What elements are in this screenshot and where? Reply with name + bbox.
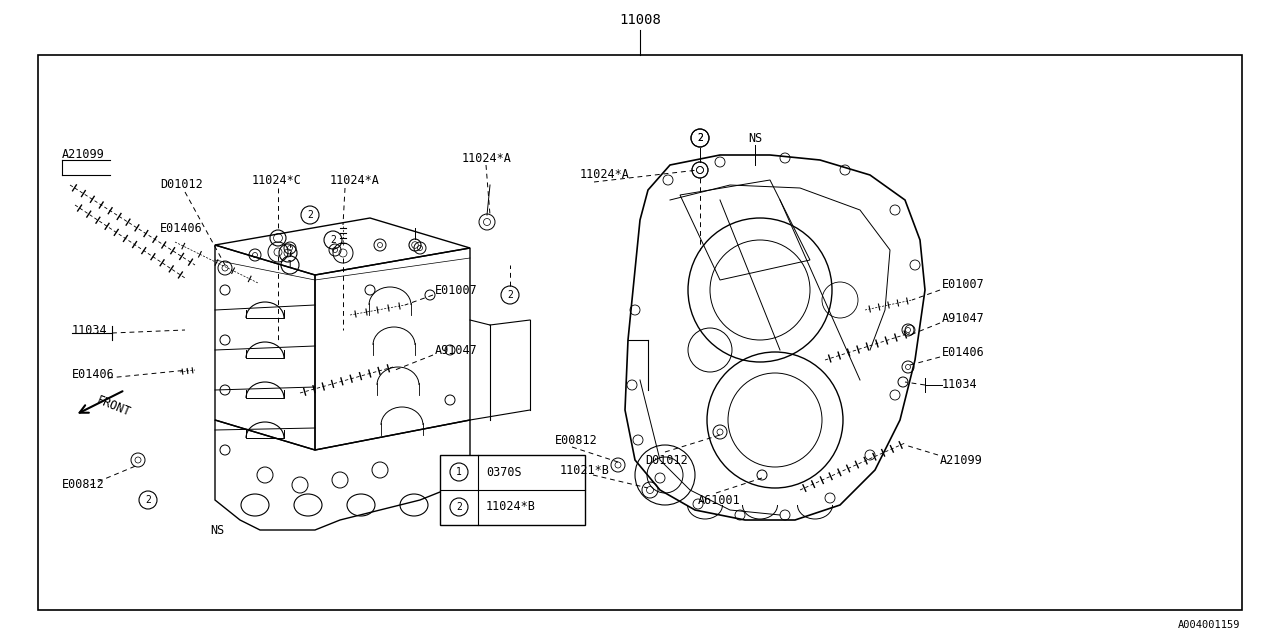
Text: 2: 2 bbox=[330, 235, 335, 245]
Text: A91047: A91047 bbox=[435, 344, 477, 356]
Text: 2: 2 bbox=[507, 290, 513, 300]
Text: E01007: E01007 bbox=[942, 278, 984, 291]
Text: 2: 2 bbox=[456, 502, 462, 512]
Text: 11024*B: 11024*B bbox=[486, 500, 536, 513]
Text: 1: 1 bbox=[287, 260, 293, 270]
Text: FRONT: FRONT bbox=[95, 394, 132, 419]
Text: E01406: E01406 bbox=[72, 369, 115, 381]
Text: 1: 1 bbox=[456, 467, 462, 477]
Text: 11024*A: 11024*A bbox=[580, 168, 630, 182]
Text: 11034: 11034 bbox=[942, 378, 978, 392]
Text: D01012: D01012 bbox=[160, 179, 202, 191]
Text: 11024*A: 11024*A bbox=[462, 152, 512, 164]
Text: NS: NS bbox=[748, 131, 763, 145]
Text: 2: 2 bbox=[698, 133, 703, 143]
Text: E01007: E01007 bbox=[435, 284, 477, 296]
Text: 2: 2 bbox=[307, 210, 312, 220]
Text: 11034: 11034 bbox=[72, 323, 108, 337]
Bar bbox=[440, 455, 585, 525]
Text: E01406: E01406 bbox=[160, 221, 202, 234]
Text: 11024*A: 11024*A bbox=[330, 173, 380, 186]
Text: NS: NS bbox=[210, 524, 224, 536]
Text: 0370S: 0370S bbox=[486, 465, 522, 479]
Text: 2: 2 bbox=[145, 495, 151, 505]
Text: 11021*B: 11021*B bbox=[561, 463, 609, 477]
Text: D01012: D01012 bbox=[645, 454, 687, 467]
Text: 2: 2 bbox=[698, 133, 703, 143]
Text: E00812: E00812 bbox=[61, 479, 105, 492]
Text: A21099: A21099 bbox=[940, 454, 983, 467]
Text: A91047: A91047 bbox=[942, 312, 984, 324]
Text: A004001159: A004001159 bbox=[1178, 620, 1240, 630]
Bar bbox=[38, 55, 1242, 610]
Text: E01406: E01406 bbox=[942, 346, 984, 358]
Text: 11024*C: 11024*C bbox=[252, 173, 302, 186]
Text: A21099: A21099 bbox=[61, 148, 105, 161]
Text: E00812: E00812 bbox=[556, 433, 598, 447]
Text: 11008: 11008 bbox=[620, 13, 660, 27]
Text: A61001: A61001 bbox=[698, 493, 741, 506]
